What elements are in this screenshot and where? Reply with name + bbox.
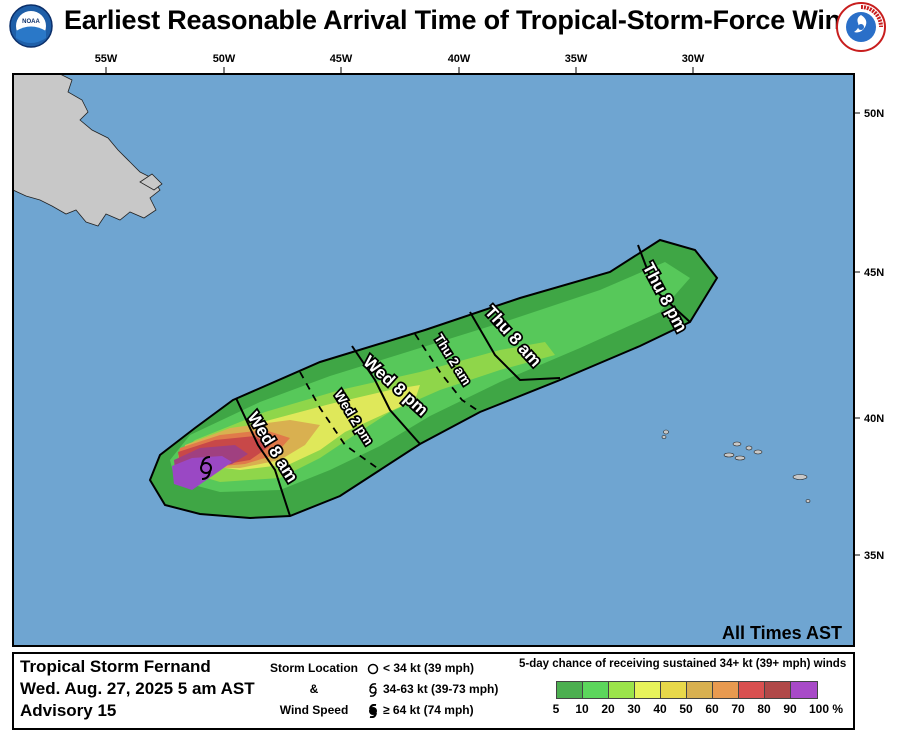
lat-label-35n: 35N xyxy=(864,550,884,562)
map: Wed 8 am Wed 2 pm Wed 8 pm Thu 2 am Thu … xyxy=(12,53,884,647)
prob-label: 5 xyxy=(552,702,560,716)
svg-text:NOAA: NOAA xyxy=(22,19,40,25)
wind-legend-row: < 34 kt (39 mph) xyxy=(366,658,498,679)
prob-label: 70 xyxy=(731,702,745,716)
isochrone-thu-2am xyxy=(414,333,481,413)
lon-label-35w: 35W xyxy=(565,53,588,65)
prob-swatch xyxy=(557,682,583,698)
probability-legend-title: 5-day chance of receiving sustained 34+ … xyxy=(519,658,847,670)
island-shape xyxy=(139,173,163,191)
prob-label: 40 xyxy=(653,702,667,716)
lon-label-50w: 50W xyxy=(213,53,236,65)
nws-logo xyxy=(836,2,886,52)
prob-swatch xyxy=(635,682,661,698)
lon-label-30w: 30W xyxy=(682,53,705,65)
isochrones-dashed xyxy=(299,333,481,471)
prob-swatch xyxy=(609,682,635,698)
map-frame xyxy=(12,73,855,647)
wind-swath-100 xyxy=(172,456,232,490)
wind-legend-row: ≥ 64 kt (74 mph) xyxy=(366,700,498,721)
lon-label-55w: 55W xyxy=(95,53,118,65)
wind-level-label: ≥ 64 kt (74 mph) xyxy=(383,703,474,717)
lon-label-45w: 45W xyxy=(330,53,353,65)
isochrone-thu-8pm xyxy=(637,244,691,323)
isochrone-thu-8am xyxy=(469,311,561,382)
prob-label: 20 xyxy=(601,702,615,716)
legend-label-wind-speed: Wind Speed xyxy=(279,703,349,717)
isochrone-wed-8pm xyxy=(351,345,421,445)
storm-name: Tropical Storm Fernand xyxy=(20,657,211,676)
prob-label: 30 xyxy=(627,702,641,716)
advisory-time: Wed. Aug. 27, 2025 5 am AST xyxy=(20,679,255,698)
probability-color-scale xyxy=(556,681,818,699)
lat-label-50n: 50N xyxy=(864,108,884,120)
prob-swatch xyxy=(583,682,609,698)
latitude-ticks xyxy=(854,112,860,556)
newfoundland-landmass xyxy=(13,74,161,227)
tropical-storm-icon xyxy=(369,682,377,697)
depression-icon xyxy=(367,663,379,674)
lat-label-45n: 45N xyxy=(864,267,884,279)
wind-level-label: < 34 kt (39 mph) xyxy=(383,661,475,675)
storm-info: Tropical Storm Fernand Wed. Aug. 27, 202… xyxy=(20,656,255,722)
wind-level-label: 34-63 kt (39-73 mph) xyxy=(383,682,499,696)
page-title: Earliest Reasonable Arrival Time of Trop… xyxy=(64,5,873,35)
prob-label: 60 xyxy=(705,702,719,716)
probability-scale-labels: 5 10 20 30 40 50 60 70 80 90 100 % xyxy=(14,702,857,718)
lon-label-40w: 40W xyxy=(448,53,471,65)
prob-swatch xyxy=(713,682,739,698)
storm-location-legend-label: Storm Location & Wind Speed xyxy=(264,658,364,721)
prob-swatch xyxy=(765,682,791,698)
isochrone-wed-2pm xyxy=(299,371,381,471)
azores-islands xyxy=(661,429,811,503)
latitude-labels: 50N 45N 40N 35N xyxy=(864,108,884,562)
prob-label: 10 xyxy=(575,702,589,716)
prob-label: 50 xyxy=(679,702,693,716)
longitude-labels: 55W 50W 45W 40W 35W 30W xyxy=(95,53,705,65)
longitude-ticks xyxy=(105,67,694,74)
wind-speed-legend: < 34 kt (39 mph) 34-63 kt (39-73 mph) ≥ … xyxy=(366,658,498,721)
timezone-note: All Times AST xyxy=(722,623,842,643)
hurricane-icon xyxy=(369,703,377,718)
prob-swatch xyxy=(661,682,687,698)
wind-legend-row: 34-63 kt (39-73 mph) xyxy=(366,679,498,700)
legend-panel: Tropical Storm Fernand Wed. Aug. 27, 202… xyxy=(12,652,855,730)
prob-swatch xyxy=(687,682,713,698)
prob-swatch xyxy=(791,682,817,698)
noaa-logo: NOAA xyxy=(9,4,53,48)
tropical-storm-icon xyxy=(200,456,212,480)
legend-label-ampersand: & xyxy=(309,682,319,696)
header: NOAA Earliest Reasonable Arrival Time of… xyxy=(0,0,897,52)
isochrones xyxy=(235,244,691,517)
prob-label: 90 xyxy=(783,702,797,716)
prob-label: 100 % xyxy=(808,702,844,716)
legend-label-storm-location: Storm Location xyxy=(269,661,358,675)
lat-label-40n: 40N xyxy=(864,413,884,425)
isochrone-wed-8am xyxy=(235,397,291,517)
advisory-number: Advisory 15 xyxy=(20,701,117,720)
prob-label: 80 xyxy=(757,702,771,716)
prob-swatch xyxy=(739,682,765,698)
